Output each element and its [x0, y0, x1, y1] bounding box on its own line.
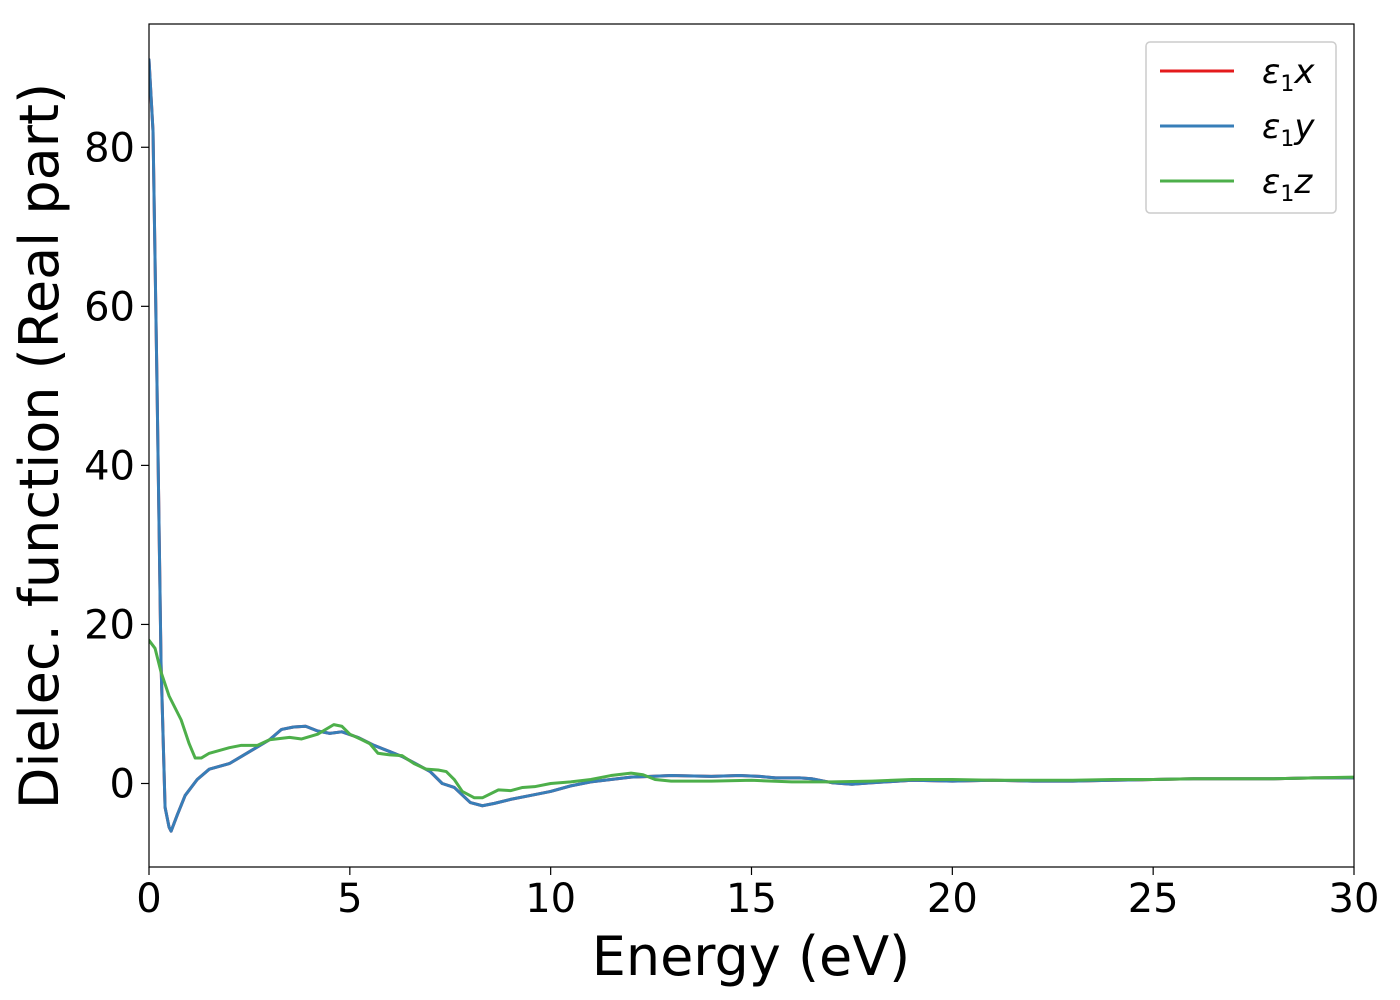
legend: ε1x ε1y ε1z [1145, 41, 1337, 214]
y-axis: 0 20 40 60 80 [84, 125, 149, 807]
x-tick-label: 5 [337, 876, 362, 922]
series-layer [149, 58, 1354, 833]
series-line-z [149, 638, 1354, 800]
legend-label-x: ε1x [1262, 52, 1315, 97]
legend-box [1145, 41, 1337, 214]
y-tick-label: 20 [84, 602, 135, 648]
legend-label-z: ε1z [1262, 162, 1313, 207]
legend-label-y: ε1y [1262, 107, 1315, 152]
x-tick-label: 25 [1128, 876, 1179, 922]
x-axis: 0 5 10 15 20 25 30 [136, 867, 1379, 922]
x-tick-label: 30 [1329, 876, 1380, 922]
x-tick-label: 10 [525, 876, 576, 922]
y-axis-label: Dielec. function (Real part) [8, 83, 71, 809]
x-tick-label: 15 [726, 876, 777, 922]
series-line-y [149, 58, 1354, 833]
y-tick-label: 80 [84, 125, 135, 171]
x-axis-label: Energy (eV) [592, 925, 911, 988]
y-tick-label: 0 [110, 761, 135, 807]
y-tick-label: 40 [84, 443, 135, 489]
x-tick-label: 0 [136, 876, 161, 922]
x-tick-label: 20 [927, 876, 978, 922]
y-tick-label: 60 [84, 284, 135, 330]
